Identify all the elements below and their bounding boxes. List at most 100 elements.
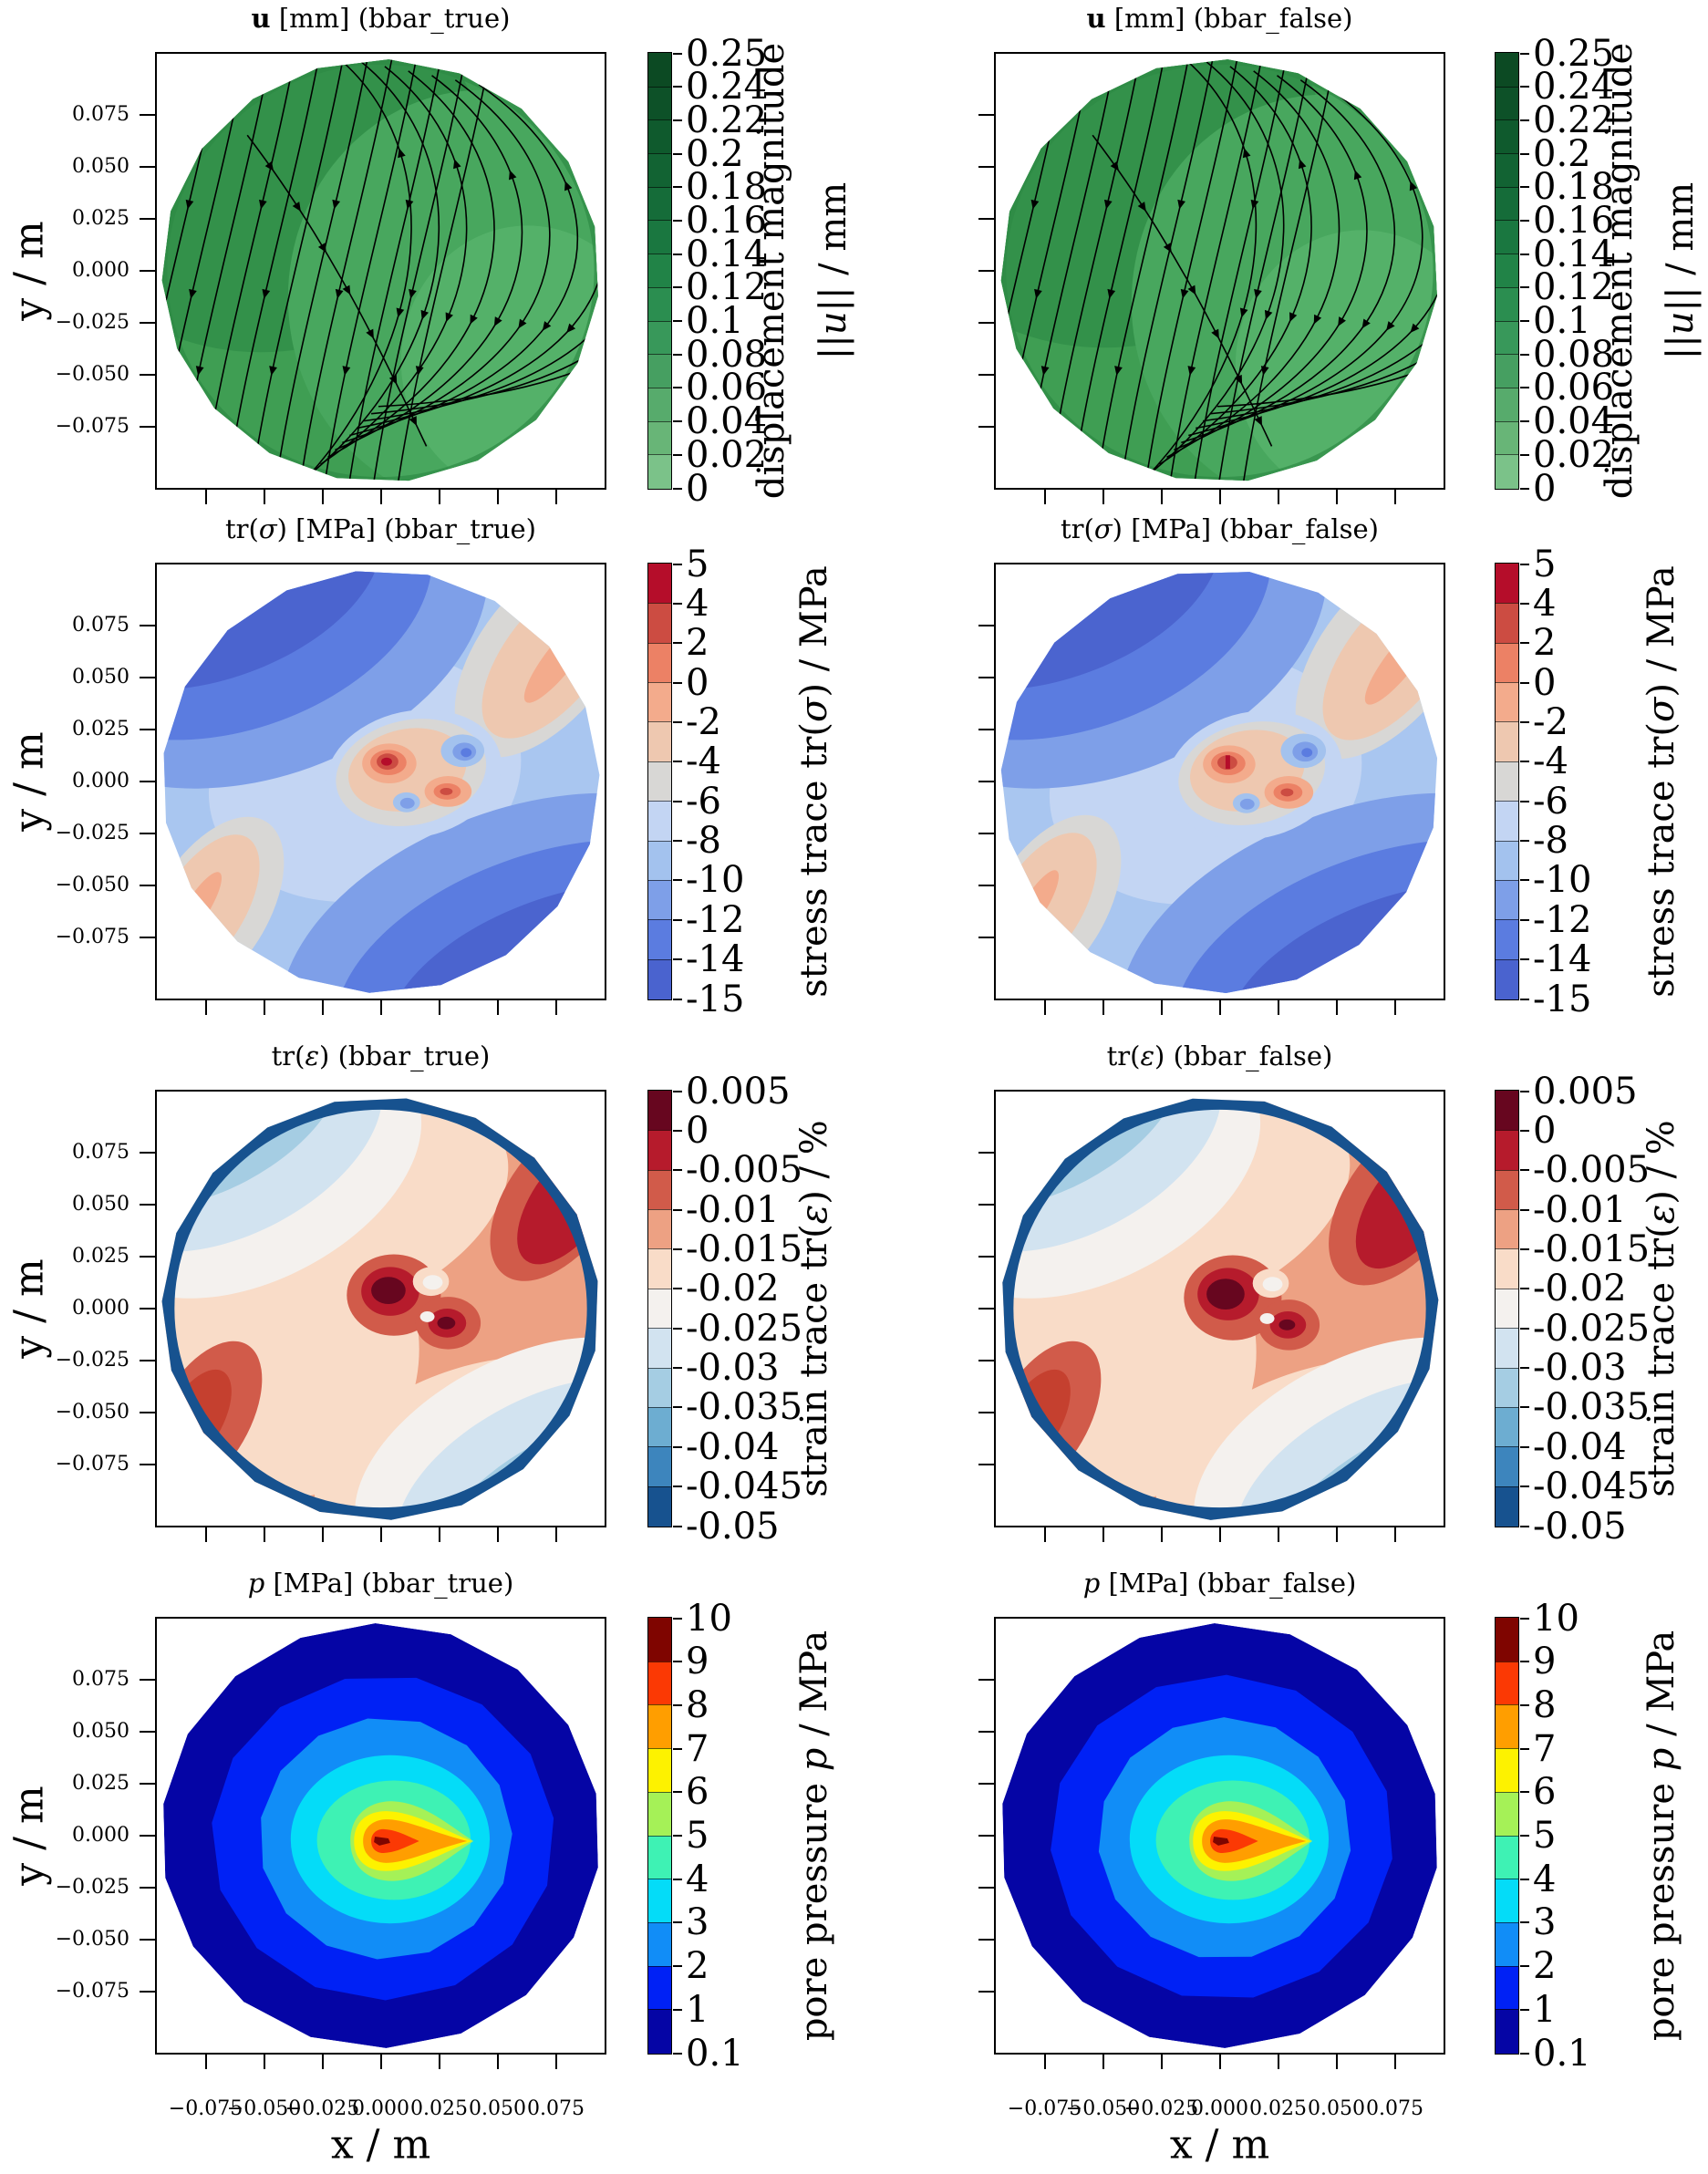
x-tick-mark <box>1335 490 1338 504</box>
colorbar-segment <box>648 254 671 288</box>
colorbar-segment <box>1496 153 1518 188</box>
x-tick-mark <box>1102 2055 1104 2069</box>
colorbar-tick-mark <box>673 2008 682 2011</box>
colorbar-tick-label: -6 <box>686 780 721 823</box>
colorbar-segment <box>1496 2009 1518 2054</box>
colorbar-segment <box>648 1406 671 1448</box>
colorbar-tick-label: -0.045 <box>686 1465 803 1508</box>
colorbar-tick-mark <box>1520 681 1529 684</box>
text-run: p <box>247 1568 265 1599</box>
colorbar-segment <box>1496 1921 1518 1967</box>
colorbar-tick-label: 5 <box>686 543 709 585</box>
y-tick-mark <box>978 625 994 626</box>
colorbar-segment <box>648 801 671 842</box>
contour-stress-bbar-false <box>1000 572 1438 993</box>
colorbar-segment <box>648 1704 671 1750</box>
colorbar-tick-mark <box>673 387 682 389</box>
colorbar-tick-mark <box>1520 420 1529 423</box>
text-run: u <box>1660 311 1702 336</box>
colorbar-segment <box>1496 86 1518 121</box>
x-tick-mark <box>554 1000 557 1015</box>
colorbar-tick-mark <box>1520 1169 1529 1172</box>
text-run: σ <box>1093 513 1113 544</box>
colorbar-tick-label: 2 <box>1533 622 1557 665</box>
colorbar-tick-label: -0.02 <box>1533 1268 1627 1310</box>
colorbar-segment <box>648 761 671 802</box>
stress-hotspots <box>326 709 502 839</box>
x-tick-mark <box>1102 490 1104 504</box>
colorbar-tick-mark <box>1520 1129 1529 1132</box>
x-tick-mark <box>1160 2055 1163 2069</box>
colorbar-tick-mark <box>673 1129 682 1132</box>
colorbar-label-displacement-left: ||u|| / mm <box>813 182 854 359</box>
x-tick-mark <box>1102 1527 1104 1542</box>
colorbar-segment <box>1496 454 1518 489</box>
colorbar-pressure-left <box>647 1617 672 2055</box>
colorbar-segment <box>648 1921 671 1967</box>
strain-centre-blobs <box>347 1254 481 1350</box>
x-tick-mark <box>438 1527 440 1542</box>
contour-stress-bbar-true <box>163 571 600 993</box>
colorbar-strain-right <box>1495 1090 1519 1527</box>
colorbar-tick-mark <box>673 320 682 323</box>
pressure-rings <box>1002 1623 1437 2048</box>
colorbar-tick-label: 2 <box>1533 1945 1557 1988</box>
colorbar-tick-mark <box>1520 602 1529 605</box>
text-run: p <box>1082 1568 1101 1599</box>
x-tick-mark <box>204 1527 207 1542</box>
x-tick-mark <box>438 490 440 504</box>
colorbar-segment <box>648 86 671 121</box>
colorbar-tick-label: 0.14 <box>1533 233 1615 275</box>
text-run: ε <box>1140 1040 1155 1071</box>
colorbar-tick-label: -0.04 <box>686 1425 780 1468</box>
y-tick-mark <box>140 1731 155 1733</box>
colorbar-tick-mark <box>673 1288 682 1290</box>
y-tick-mark <box>140 218 155 220</box>
colorbar-tick-mark <box>1520 1486 1529 1488</box>
colorbar-tick-label: -8 <box>1533 820 1568 863</box>
colorbar-tick-label: 1 <box>686 1988 709 2031</box>
colorbar-tick-mark <box>673 642 682 645</box>
colorbar-segment <box>1496 1618 1518 1662</box>
contour-u-bbar-true <box>161 59 598 481</box>
y-tick-label: 0.075 <box>72 614 129 637</box>
colorbar-segment <box>648 1748 671 1793</box>
y-tick-mark <box>978 270 994 272</box>
colorbar-segment <box>1496 564 1518 604</box>
x-tick-mark <box>496 1527 499 1542</box>
colorbar-tick-label: 6 <box>1533 1771 1557 1814</box>
colorbar-segment <box>1496 1091 1518 1131</box>
y-tick-mark <box>978 1887 994 1889</box>
colorbar-segment <box>648 354 671 388</box>
text-run: [MPa] (bbar_false) <box>1100 1568 1357 1599</box>
colorbar-tick-mark <box>1520 453 1529 456</box>
colorbar-tick-mark <box>1520 720 1529 723</box>
colorbar-tick-mark <box>673 152 682 155</box>
colorbar-tick-label: -0.045 <box>1533 1465 1651 1508</box>
colorbar-tick-label: 0 <box>1533 661 1557 704</box>
y-tick-label: −0.050 <box>55 1928 129 1951</box>
colorbar-tick-mark <box>1520 286 1529 289</box>
x-tick-mark <box>1335 2055 1338 2069</box>
y-tick-mark <box>140 1939 155 1941</box>
y-tick-mark <box>140 1152 155 1154</box>
colorbar-tick-label: 1 <box>1533 1988 1557 2031</box>
text-run: strain trace tr( <box>1641 1224 1682 1497</box>
text-run: || / mm <box>813 181 854 312</box>
pressure-rings <box>163 1623 598 2048</box>
x-tick-label: 0.000 <box>352 2097 409 2120</box>
y-tick-label: −0.075 <box>55 1980 129 2003</box>
plot-strain-bbar-false <box>994 1090 1445 1527</box>
y-tick-label: −0.025 <box>55 822 129 844</box>
colorbar-segment <box>648 879 671 921</box>
colorbar-tick-mark <box>1520 253 1529 255</box>
y-axis-label: y / m <box>5 221 53 321</box>
x-axis-label: x / m <box>1169 2121 1270 2169</box>
y-tick-mark <box>978 677 994 678</box>
colorbar-segment <box>1496 1486 1518 1527</box>
colorbar-tick-mark <box>673 1445 682 1448</box>
x-tick-mark <box>379 1000 382 1015</box>
colorbar-tick-mark <box>673 1617 682 1620</box>
colorbar-segment <box>648 1618 671 1662</box>
colorbar-segment <box>1496 1446 1518 1487</box>
